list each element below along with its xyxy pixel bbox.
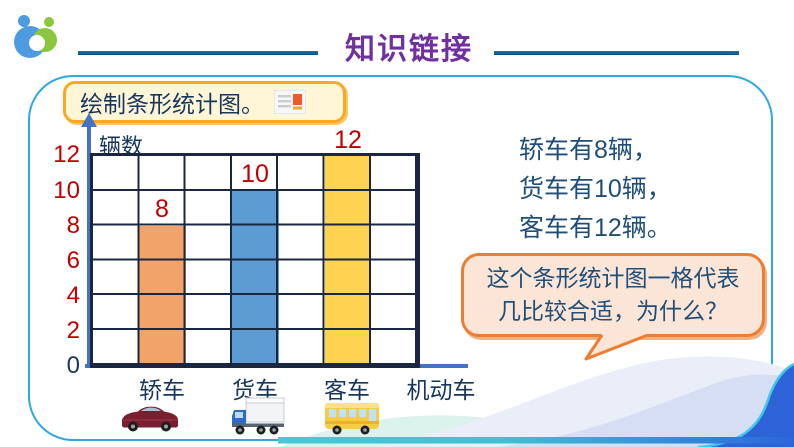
value-label-sedan: 8 — [155, 195, 169, 223]
y-tick-2: 2 — [66, 317, 80, 344]
bar-sedan — [139, 225, 186, 365]
y-axis-line — [87, 126, 91, 368]
info-text: 轿车有8辆， 货车有10辆， 客车有12辆。 — [519, 131, 672, 248]
header-line-left — [78, 51, 318, 55]
wave-decoration — [278, 356, 794, 447]
info-line-2: 货车有10辆， — [519, 175, 672, 203]
note-icon — [274, 90, 306, 114]
info-line-3: 客车有12辆。 — [519, 214, 672, 242]
header-line-right — [494, 51, 739, 55]
x-label-bus: 客车 — [324, 377, 370, 403]
bubble-tail — [584, 334, 649, 361]
y-axis-title: 辆数 — [99, 134, 144, 159]
bus-icon — [325, 403, 379, 435]
truck-icon — [232, 397, 285, 435]
school-logo-icon — [14, 15, 57, 58]
value-label-truck: 10 — [241, 160, 269, 188]
bar-truck — [232, 190, 279, 365]
bubble-line-1: 这个条形统计图一格代表 — [486, 265, 740, 291]
task-box: 绘制条形统计图。 — [63, 81, 346, 123]
task-label: 绘制条形统计图。 — [80, 91, 264, 117]
value-label-bus: 12 — [334, 126, 362, 154]
y-tick-4: 4 — [66, 282, 80, 309]
question-bubble: 这个条形统计图一格代表 几比较合适，为什么？ — [461, 253, 765, 337]
y-tick-6: 6 — [66, 247, 80, 274]
sedan-icon — [122, 406, 178, 432]
x-label-sedan: 轿车 — [139, 377, 185, 403]
bubble-line-2: 几比较合适，为什么？ — [498, 298, 728, 324]
y-tick-8: 8 — [66, 212, 80, 239]
y-tick-0: 0 — [66, 352, 80, 379]
bar-bus — [324, 156, 371, 365]
y-tick-10: 10 — [53, 177, 80, 204]
info-line-1: 轿车有8辆， — [519, 136, 658, 164]
x-axis-title: 机动车 — [406, 377, 476, 403]
y-axis-arrow-icon — [81, 113, 97, 127]
y-tick-12: 12 — [53, 141, 80, 168]
page-title: 知识链接 — [345, 33, 473, 66]
